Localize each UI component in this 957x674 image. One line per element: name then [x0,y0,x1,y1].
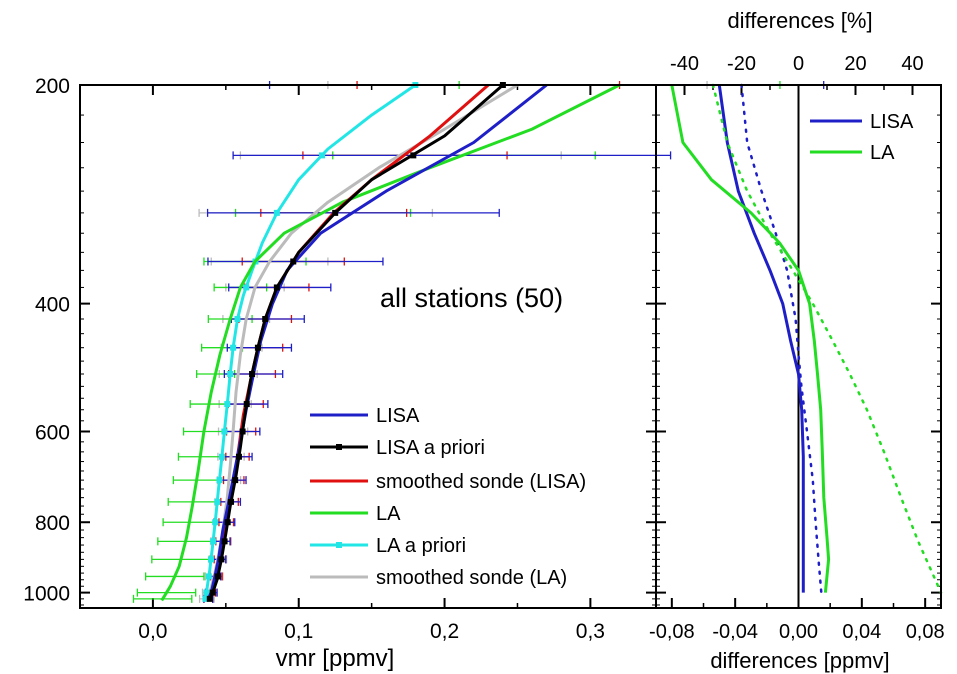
right-x-tick-label: 0,04 [842,621,881,643]
right-x2-tick-label: 40 [901,53,923,75]
right-x2-tick-label: -20 [727,53,756,75]
left-x-tick-label: 0,2 [430,620,459,643]
right-legend-label-la: LA [870,142,895,164]
right-axis-ticks: -0,08 -0,04 0,00 0,04 0,08 -40 -20 0 20 40 [649,53,945,643]
marker-la-a-priori [234,316,241,323]
legend-marker-la-apriori [336,542,342,548]
left-x-tick-label: 0,3 [576,620,605,643]
marker-la-a-priori [227,370,234,377]
marker-lisa-a-priori [290,258,297,265]
marker-la-a-priori [214,498,221,505]
legend-label-lisa-apriori: LISA a priori [376,437,485,459]
right-x2-tick-label: 20 [844,53,866,75]
marker-la-a-priori [203,589,210,596]
series-line-smoothed-sonde-la [205,83,519,600]
left-x-tick-label: 0,0 [138,620,167,643]
right-legend: LISA LA [810,111,914,164]
left-y-tick-label: 1000 [23,583,70,606]
left-y-tick-label: 600 [35,421,70,444]
legend-label-sonde-la: smoothed sonde (LA) [376,567,567,589]
marker-lisa-a-priori [209,589,216,596]
marker-la-a-priori [202,595,209,602]
diff-line-lisa-solid [717,84,805,593]
left-plot-frame [79,84,657,609]
left-annotation: all stations (50) [380,283,563,313]
left-legend: LISA LISA a priori smoothed sonde (LISA)… [310,405,586,589]
diff-line-la-dotted [711,83,943,594]
marker-la-a-priori [224,401,231,408]
marker-lisa-a-priori [221,538,228,545]
marker-la-a-priori [212,519,219,526]
marker-lisa-a-priori [235,453,242,460]
legend-label-la: LA [376,503,401,525]
diff-line-la-solid [670,84,831,593]
left-x-axis-label: vmr [ppmv] [276,645,395,672]
marker-lisa-a-priori [254,344,261,351]
marker-la-a-priori [221,428,228,435]
right-x2-tick-label: 0 [793,53,804,75]
left-axis-ticks: 200 400 600 800 1000 0,0 0,1 0,2 0,3 [23,75,656,643]
right-legend-label-lisa: LISA [870,111,914,133]
marker-la-a-priori [230,344,237,351]
marker-lisa-a-priori [214,573,221,580]
marker-lisa-a-priori [410,152,417,159]
marker-lisa-a-priori [228,498,235,505]
series-line-la [160,83,621,602]
left-y-tick-label: 400 [35,294,70,317]
left-y-tick-label: 800 [35,512,70,535]
legend-marker-lisa-apriori [336,444,342,450]
marker-lisa-a-priori [243,401,250,408]
marker-lisa-a-priori [239,428,246,435]
legend-label-la-apriori: LA a priori [376,535,466,557]
right-x2-axis-label: differences [%] [727,8,872,33]
marker-la-a-priori [208,556,215,563]
marker-la-a-priori [319,152,326,159]
right-series-layer [670,83,943,594]
right-x-tick-label: -0,04 [712,621,758,643]
marker-lisa-a-priori [224,519,231,526]
marker-lisa-a-priori [232,477,239,484]
marker-lisa-a-priori [249,370,256,377]
right-x2-tick-label: -40 [670,53,699,75]
right-x-tick-label: 0,08 [906,621,945,643]
marker-la-a-priori [243,284,250,291]
marker-lisa-a-priori [262,316,269,323]
right-x-axis-label: differences [ppmv] [710,648,889,673]
left-y-tick-label: 200 [35,75,70,98]
marker-la-a-priori [210,538,217,545]
legend-label-sonde-lisa: smoothed sonde (LISA) [376,471,586,493]
series-line-lisa-a-priori [208,83,504,600]
marker-lisa-a-priori [206,595,213,602]
legend-label-lisa: LISA [376,405,420,427]
marker-la-a-priori [273,209,280,216]
left-x-tick-label: 0,1 [284,620,313,643]
right-x-tick-label: -0,08 [649,621,695,643]
marker-la-a-priori [205,573,212,580]
marker-la-a-priori [216,477,223,484]
marker-lisa-a-priori [332,209,339,216]
marker-lisa-a-priori [218,556,225,563]
diff-line-lisa-dotted [740,83,823,594]
marker-lisa-a-priori [273,284,280,291]
left-series-layer [132,81,825,603]
right-x-tick-label: 0,00 [779,621,818,643]
right-plot-frame [655,84,942,609]
marker-la-a-priori [218,453,225,460]
